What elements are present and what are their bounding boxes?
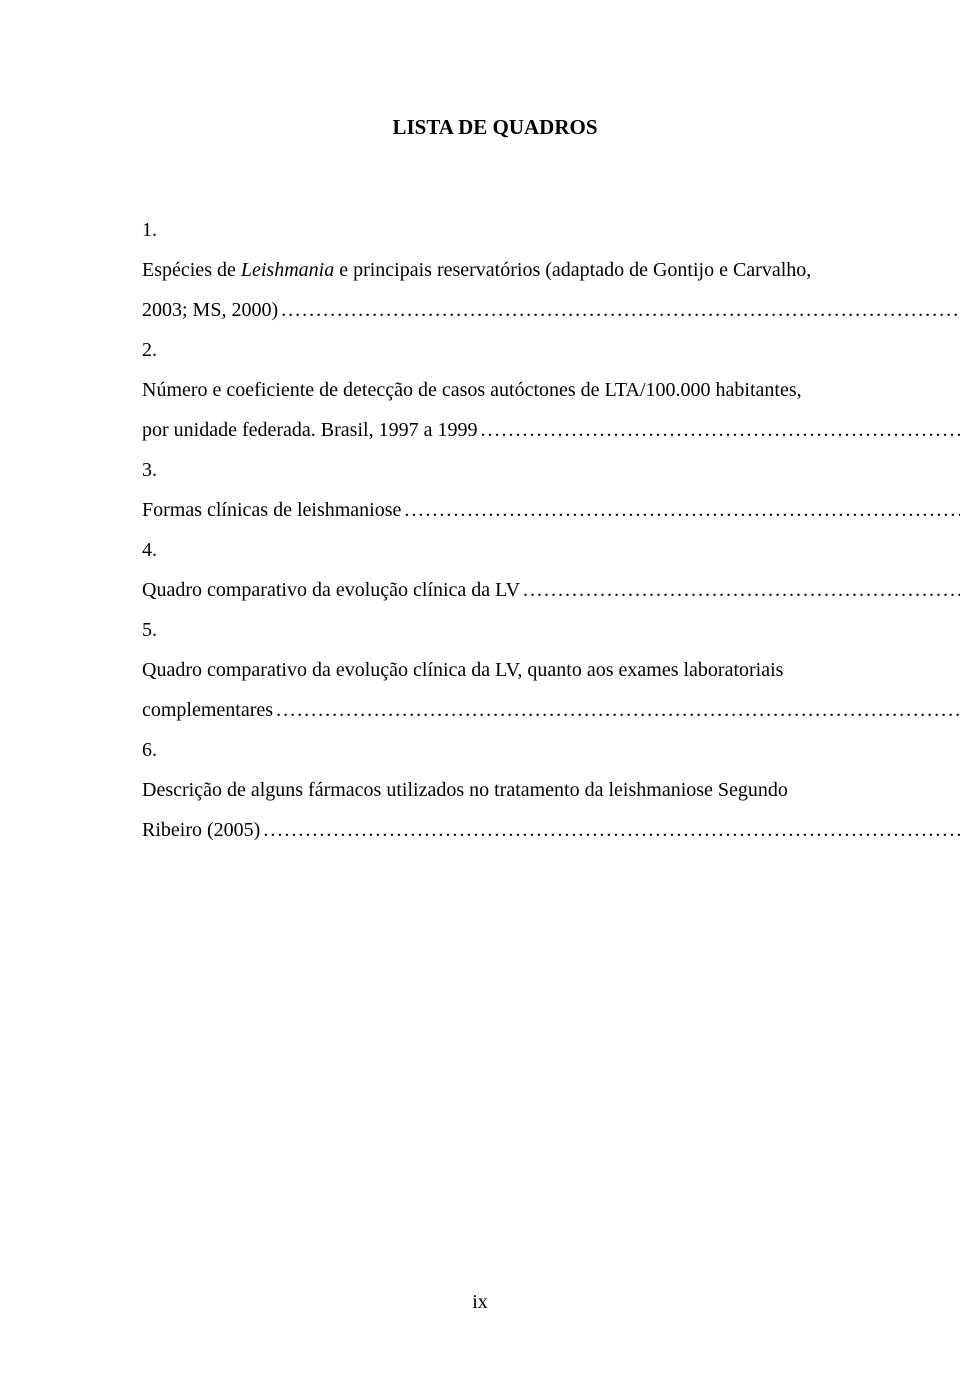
page-number: ix bbox=[0, 1291, 960, 1314]
entry-text-line: Número e coeficiente de detecção de caso… bbox=[142, 370, 960, 410]
toc-entry: 2.Número e coeficiente de detecção de ca… bbox=[142, 330, 848, 450]
entry-last-line: complementares..........................… bbox=[142, 690, 960, 730]
entry-last-line: Quadro comparativo da evolução clínica d… bbox=[142, 570, 960, 610]
entry-text-line: Quadro comparativo da evolução clínica d… bbox=[142, 650, 960, 690]
entry-last-line: 2003; MS, 2000).........................… bbox=[142, 290, 960, 330]
leader-dots: ........................................… bbox=[477, 410, 960, 450]
entry-number: 4. bbox=[142, 530, 163, 570]
entry-number: 1. bbox=[142, 210, 163, 250]
entry-number: 3. bbox=[142, 450, 163, 490]
entry-body: Quadro comparativo da evolução clínica d… bbox=[142, 650, 960, 730]
leader-dots: ........................................… bbox=[273, 690, 960, 730]
toc-entry: 4.Quadro comparativo da evolução clínica… bbox=[142, 530, 848, 610]
toc-entry: 3.Formas clínicas de leishmaniose.......… bbox=[142, 450, 848, 530]
leader-dots: ........................................… bbox=[520, 570, 960, 610]
entry-text: complementares bbox=[142, 690, 273, 730]
toc-entry: 5.Quadro comparativo da evolução clínica… bbox=[142, 610, 848, 730]
entry-text: Formas clínicas de leishmaniose bbox=[142, 490, 401, 530]
entry-body: Formas clínicas de leishmaniose.........… bbox=[142, 490, 960, 530]
entry-number: 2. bbox=[142, 330, 163, 370]
entry-text: 2003; MS, 2000) bbox=[142, 290, 278, 330]
entry-number: 6. bbox=[142, 730, 163, 770]
entry-body: Quadro comparativo da evolução clínica d… bbox=[142, 570, 960, 610]
table-of-contents: 1.Espécies de Leishmania e principais re… bbox=[142, 210, 848, 850]
page-title: LISTA DE QUADROS bbox=[142, 115, 848, 140]
leader-dots: ........................................… bbox=[278, 290, 960, 330]
entry-body: Espécies de Leishmania e principais rese… bbox=[142, 250, 960, 330]
entry-number: 5. bbox=[142, 610, 163, 650]
entry-text: Ribeiro (2005) bbox=[142, 810, 260, 850]
entry-body: Descrição de alguns fármacos utilizados … bbox=[142, 770, 960, 850]
entry-text-line: Espécies de Leishmania e principais rese… bbox=[142, 250, 960, 290]
toc-entry: 1.Espécies de Leishmania e principais re… bbox=[142, 210, 848, 330]
entry-last-line: Formas clínicas de leishmaniose.........… bbox=[142, 490, 960, 530]
entry-last-line: por unidade federada. Brasil, 1997 a 199… bbox=[142, 410, 960, 450]
entry-text: por unidade federada. Brasil, 1997 a 199… bbox=[142, 410, 477, 450]
entry-text-line: Descrição de alguns fármacos utilizados … bbox=[142, 770, 960, 810]
entry-last-line: Ribeiro (2005)..........................… bbox=[142, 810, 960, 850]
toc-entry: 6.Descrição de alguns fármacos utilizado… bbox=[142, 730, 848, 850]
leader-dots: ........................................… bbox=[401, 490, 960, 530]
entry-body: Número e coeficiente de detecção de caso… bbox=[142, 370, 960, 450]
entry-text: Quadro comparativo da evolução clínica d… bbox=[142, 570, 520, 610]
leader-dots: ........................................… bbox=[260, 810, 960, 850]
